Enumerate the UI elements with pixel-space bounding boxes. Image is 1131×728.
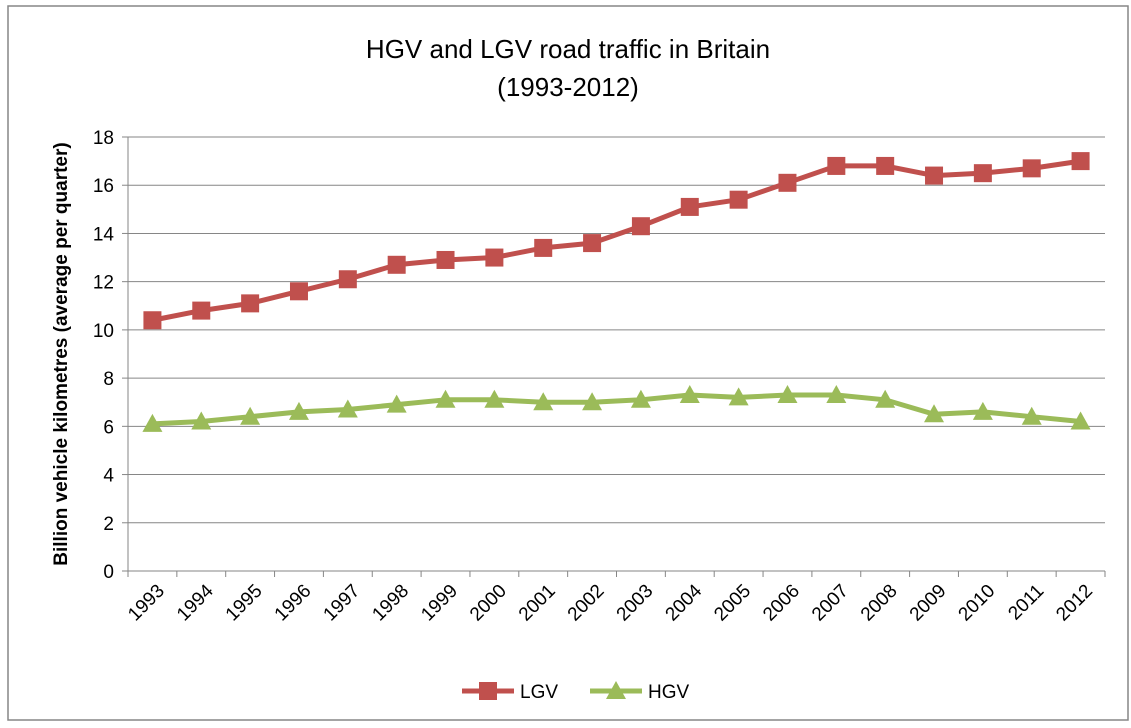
data-point: [972, 401, 993, 420]
legend-label: HGV: [648, 682, 690, 703]
data-point: [484, 389, 505, 408]
data-point: [338, 270, 357, 289]
y-tick-label: 2: [103, 514, 114, 535]
data-point: [288, 401, 309, 420]
data-point: [142, 413, 163, 432]
chart-title: HGV and LGV road traffic in Britain: [366, 34, 770, 64]
y-tick-label: 18: [93, 128, 114, 149]
data-point: [192, 301, 211, 320]
data-point: [827, 156, 846, 175]
legend-marker: [479, 682, 497, 700]
series-line: [152, 392, 1081, 427]
y-tick-label: 14: [93, 224, 115, 245]
data-point: [728, 387, 749, 406]
y-tick-label: 6: [103, 417, 114, 438]
y-tick-label: 16: [93, 176, 114, 197]
data-point: [583, 234, 602, 253]
data-point: [925, 166, 944, 185]
data-point: [1071, 152, 1090, 171]
data-point: [924, 404, 945, 423]
data-point: [778, 173, 797, 192]
y-tick-label: 4: [103, 466, 114, 487]
legend-marker: [606, 681, 626, 699]
data-point: [533, 392, 554, 411]
data-point: [337, 399, 358, 418]
data-point: [485, 248, 504, 267]
data-point: [534, 238, 553, 257]
y-tick-label: 0: [103, 562, 114, 583]
y-tick-label: 8: [103, 369, 114, 390]
chart-subtitle: (1993-2012): [497, 72, 639, 102]
data-point: [1022, 159, 1041, 178]
data-point: [875, 389, 896, 408]
y-tick-label: 10: [93, 321, 114, 342]
data-point: [631, 217, 650, 236]
data-point: [777, 384, 798, 403]
data-point: [876, 156, 895, 175]
data-point: [630, 389, 651, 408]
data-point: [435, 389, 456, 408]
data-point: [143, 311, 162, 330]
data-point: [289, 282, 308, 301]
data-point: [582, 392, 603, 411]
data-point: [679, 384, 700, 403]
data-point: [387, 255, 406, 274]
data-point: [1070, 411, 1091, 430]
data-point: [240, 406, 261, 425]
data-point: [680, 197, 699, 216]
y-tick-label: 12: [93, 273, 114, 294]
data-point: [729, 190, 748, 209]
data-point: [1021, 406, 1042, 425]
data-point: [436, 250, 455, 269]
data-point: [973, 164, 992, 183]
data-point: [826, 384, 847, 403]
data-point: [191, 411, 212, 430]
y-axis-label: Billion vehicle kilometres (average per …: [51, 142, 72, 565]
data-point: [241, 294, 260, 313]
data-point: [386, 394, 407, 413]
legend-label: LGV: [520, 682, 558, 703]
chart-border: [7, 5, 1129, 721]
